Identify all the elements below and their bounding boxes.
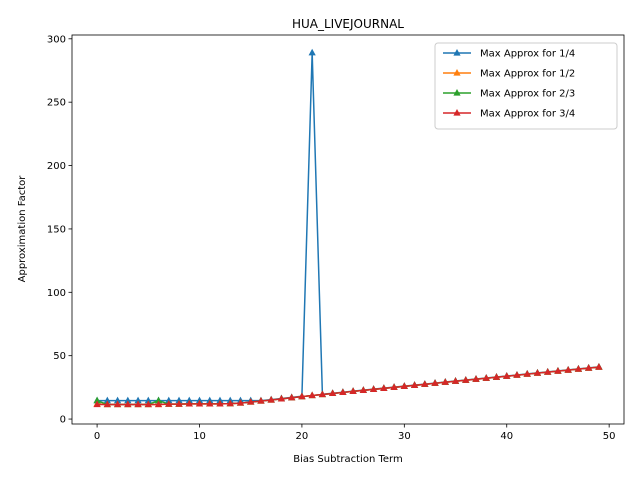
data-point [574, 365, 583, 372]
legend-swatch-marker [453, 89, 461, 96]
legend: Max Approx for 1/4 Max Approx for 1/2 Max … [434, 42, 618, 130]
data-point [185, 399, 193, 407]
y-tick-label: 250 [47, 98, 66, 109]
data-point [482, 374, 490, 381]
data-point [154, 396, 163, 404]
data-point [472, 375, 480, 382]
data-point [370, 385, 378, 392]
data-point [236, 399, 245, 406]
data-point [113, 400, 122, 408]
data-point [144, 400, 152, 408]
data-point [585, 364, 593, 371]
y-tick-label: 50 [53, 351, 66, 362]
data-point [400, 382, 408, 389]
data-point [523, 370, 531, 377]
data-point [257, 397, 265, 404]
legend-swatch-marker [453, 109, 461, 116]
data-point [503, 372, 511, 379]
data-point [124, 400, 132, 408]
data-point [308, 391, 316, 399]
y-tick-label: 200 [47, 161, 66, 172]
plot-inner [93, 48, 603, 408]
data-point [93, 400, 101, 408]
legend-entry: Max Approx for 1/2 [443, 69, 575, 80]
series-4 [93, 363, 603, 408]
data-point [165, 396, 173, 404]
data-point [124, 396, 132, 404]
y-tick-label: 300 [47, 34, 66, 45]
legend-entry: Max Approx for 2/3 [443, 89, 575, 100]
axes-frame [71, 34, 625, 425]
legend-label: Max Approx for 3/4 [480, 109, 575, 120]
data-point [134, 400, 142, 408]
data-point [165, 400, 173, 407]
data-point [564, 366, 572, 373]
data-point [226, 399, 234, 407]
x-tick-label: 50 [603, 431, 616, 442]
legend-entry: Max Approx for 1/4 [443, 49, 575, 60]
data-point [195, 399, 204, 407]
data-point [441, 378, 449, 385]
data-point [247, 398, 255, 405]
data-point [544, 368, 552, 375]
legend-label: Max Approx for 2/3 [480, 89, 575, 100]
data-point [144, 396, 152, 404]
data-point [359, 386, 367, 394]
data-point [431, 379, 439, 386]
data-point [267, 396, 275, 403]
data-point [216, 399, 224, 407]
data-point [93, 396, 101, 404]
data-point [595, 363, 603, 370]
x-axis-label: Bias Subtraction Term [293, 454, 402, 465]
data-point [175, 396, 183, 404]
plot-area [93, 48, 603, 408]
legend-label: Max Approx for 1/4 [480, 49, 575, 60]
data-point [288, 393, 296, 401]
x-tick-label: 20 [296, 431, 309, 442]
data-point [349, 387, 357, 395]
legend-entry: Max Approx for 3/4 [443, 109, 575, 120]
chart-title: HUA_LIVEJOURNAL [292, 17, 404, 31]
x-tick-label: 30 [398, 431, 411, 442]
data-point [154, 400, 163, 408]
y-tick-label: 150 [47, 224, 66, 235]
data-point [380, 384, 388, 391]
data-point [554, 367, 562, 374]
data-point [134, 396, 142, 404]
data-point [533, 369, 542, 376]
legend-box [434, 42, 618, 130]
legend-label: Max Approx for 1/2 [480, 69, 575, 80]
data-point [103, 400, 111, 408]
data-point [318, 390, 326, 398]
data-point [492, 373, 501, 380]
data-point [175, 400, 183, 407]
data-point [390, 383, 398, 390]
data-point [113, 396, 122, 404]
data-point [206, 399, 214, 407]
data-point [298, 392, 306, 400]
data-point [277, 394, 286, 402]
data-point [329, 389, 337, 397]
x-tick-label: 0 [94, 431, 100, 442]
legend-swatch-marker [453, 49, 461, 56]
data-point [308, 48, 316, 56]
y-tick-label: 0 [60, 415, 66, 426]
axes: 0 10 20 30 40 50 0 50 100 150 200 250 300 [47, 34, 625, 442]
data-point [103, 396, 111, 404]
x-tick-label: 10 [193, 431, 206, 442]
y-axis-label: Approximation Factor [17, 175, 28, 283]
data-point [339, 388, 347, 396]
data-point [421, 380, 429, 387]
x-tick-label: 40 [500, 431, 513, 442]
data-point [451, 377, 460, 384]
data-point [513, 371, 521, 378]
legend-swatch-marker [453, 69, 461, 76]
y-tick-label: 100 [47, 288, 66, 299]
data-point [410, 381, 419, 388]
data-point [462, 376, 470, 383]
